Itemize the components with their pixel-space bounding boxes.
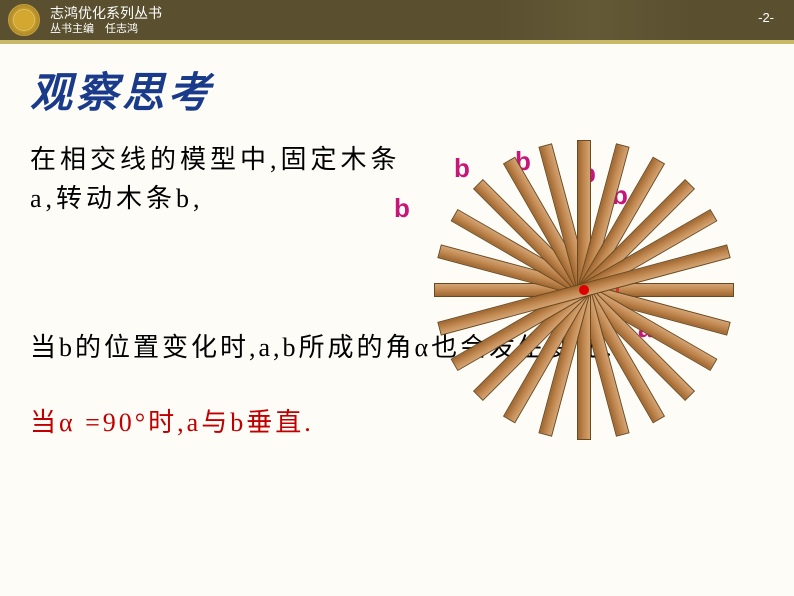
page-number: -2-	[758, 10, 774, 25]
center-dot-icon	[579, 285, 589, 295]
label-b: b	[394, 193, 410, 224]
book-title: 志鸿优化系列丛书	[50, 4, 162, 22]
header-decoration	[494, 0, 694, 40]
book-subtitle: 丛书主编 任志鸿	[50, 22, 162, 36]
paragraph-1: 在相交线的模型中,固定木条a,转动木条b,	[30, 140, 410, 218]
header-titles: 志鸿优化系列丛书 丛书主编 任志鸿	[50, 4, 162, 36]
logo-icon	[8, 4, 40, 36]
section-title: 观察思考	[30, 59, 794, 120]
label-b: b	[454, 153, 470, 184]
header-accent-line	[0, 40, 794, 44]
slide-header: 志鸿优化系列丛书 丛书主编 任志鸿 -2-	[0, 0, 794, 40]
